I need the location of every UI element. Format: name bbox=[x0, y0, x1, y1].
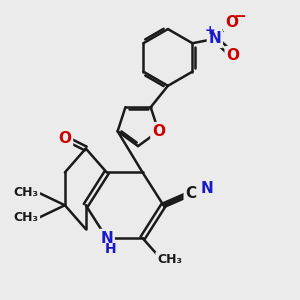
Text: N: N bbox=[100, 231, 113, 246]
Text: CH₃: CH₃ bbox=[14, 186, 39, 199]
Text: O: O bbox=[225, 15, 238, 30]
Text: +: + bbox=[204, 24, 215, 37]
Text: −: − bbox=[234, 9, 247, 24]
Text: O: O bbox=[58, 130, 71, 146]
Text: CH₃: CH₃ bbox=[14, 211, 39, 224]
Text: O: O bbox=[226, 48, 239, 63]
Text: N: N bbox=[208, 31, 221, 46]
Text: H: H bbox=[104, 242, 116, 256]
Text: C: C bbox=[185, 186, 197, 201]
Text: N: N bbox=[200, 181, 213, 196]
Text: O: O bbox=[152, 124, 165, 139]
Text: CH₃: CH₃ bbox=[157, 253, 182, 266]
